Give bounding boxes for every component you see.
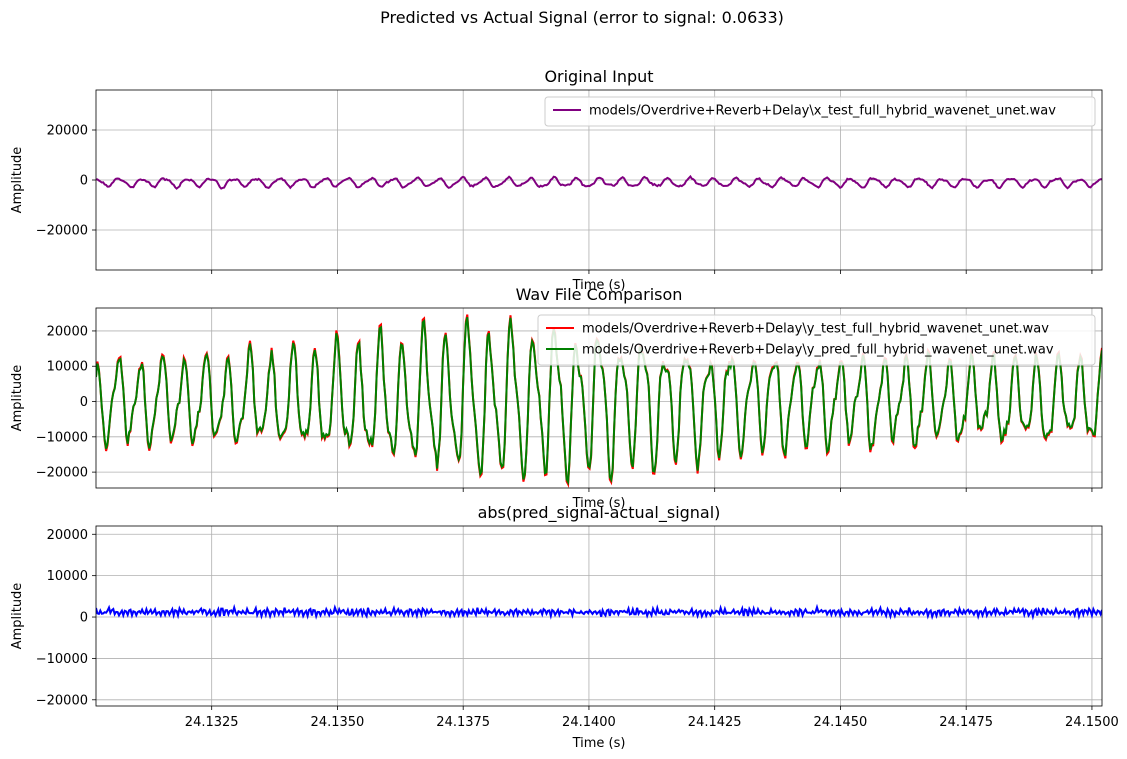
x-tick-label: 24.1450 (814, 715, 868, 730)
legend-label: models/Overdrive+Reverb+Delay\x_test_ful… (589, 104, 1056, 119)
y-axis-label: Amplitude (10, 583, 25, 650)
legend-box (537, 314, 1096, 366)
x-tick-label: 24.1425 (688, 715, 742, 730)
subplot-title: Wav File Comparison (516, 285, 683, 304)
x-tick-label: 24.1325 (185, 715, 239, 730)
y-tick-label: 20000 (47, 124, 88, 139)
subplot-title: Original Input (544, 67, 653, 86)
series-line-1-1 (96, 174, 1102, 190)
legend-label: models/Overdrive+Reverb+Delay\y_test_ful… (582, 322, 1049, 337)
legend-box (544, 96, 1096, 127)
y-tick-label: −20000 (36, 693, 88, 708)
subplot-title: abs(pred_signal-actual_signal) (478, 503, 721, 523)
y-tick-label: −20000 (36, 466, 88, 481)
y-axis-label: Amplitude (10, 147, 25, 214)
x-tick-label: 24.1350 (311, 715, 365, 730)
y-tick-label: 0 (80, 174, 88, 189)
y-tick-label: −20000 (36, 224, 88, 239)
y-tick-label: −10000 (36, 430, 88, 445)
axes-frame (95, 307, 1103, 489)
y-tick-label: 20000 (47, 528, 88, 543)
legend: models/Overdrive+Reverb+Delay\x_test_ful… (544, 96, 1096, 127)
y-tick-label: 0 (80, 611, 88, 626)
y-tick-label: −10000 (36, 652, 88, 667)
x-axis-label: Time (s) (572, 736, 626, 751)
x-axis-label: Time (s) (572, 278, 626, 293)
x-tick-label: 24.1400 (562, 715, 616, 730)
figure-title: Predicted vs Actual Signal (error to sig… (380, 8, 784, 27)
x-tick-label: 24.1500 (1065, 715, 1119, 730)
subplots: Original Input −20000 0 20000 Time (s) Amplit… (10, 67, 1119, 751)
y-axis-label: Amplitude (10, 365, 25, 432)
axes-frame (95, 89, 1103, 271)
y-tick-label: 0 (80, 395, 88, 410)
y-tick-label: 20000 (47, 324, 88, 339)
x-tick-label: 24.1375 (436, 715, 490, 730)
legend: models/Overdrive+Reverb+Delay\y_test_ful… (537, 314, 1096, 366)
subplot-2: Wav File Comparison −20000 −10000 0 10000 200… (10, 285, 1103, 511)
x-axis-label: Time (s) (572, 496, 626, 511)
x-tick-label: 24.1475 (939, 715, 993, 730)
axes-frame (95, 525, 1103, 707)
y-tick-label: 10000 (47, 569, 88, 584)
series-line-3-1 (96, 603, 1102, 621)
subplot-3: abs(pred_signal-actual_signal) 24.1325 24.… (10, 503, 1119, 751)
y-tick-label: 10000 (47, 360, 88, 375)
legend-label: models/Overdrive+Reverb+Delay\y_pred_ful… (582, 343, 1054, 358)
subplot-1: Original Input −20000 0 20000 Time (s) Amplit… (10, 67, 1103, 293)
